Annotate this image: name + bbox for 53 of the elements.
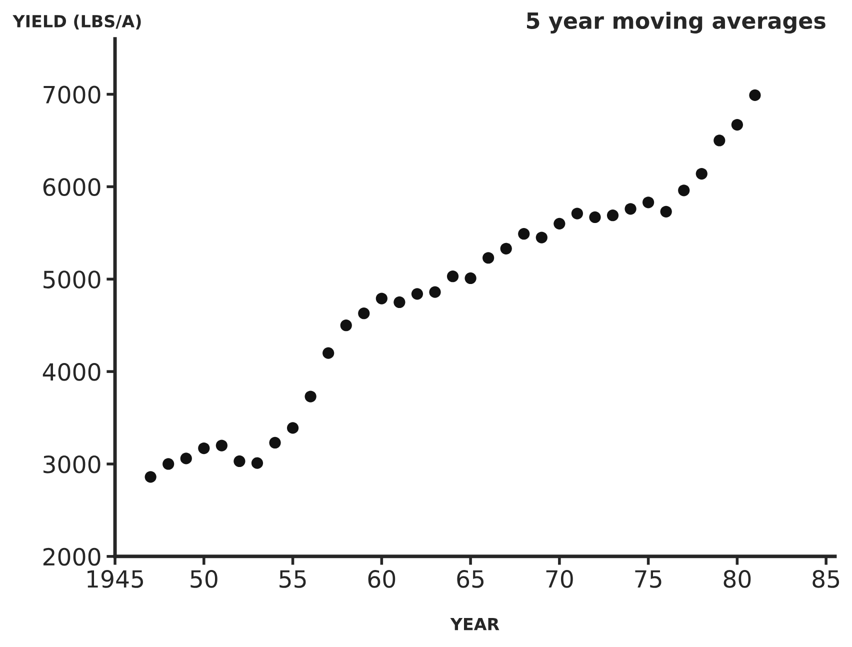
point [144, 471, 156, 483]
point [731, 118, 743, 131]
point [162, 458, 174, 470]
point [554, 218, 566, 230]
point [642, 196, 654, 208]
point [251, 457, 264, 469]
point [606, 210, 619, 222]
point [180, 452, 192, 464]
point [536, 232, 548, 244]
point [714, 134, 726, 146]
y-tick-label: 7000 [44, 86, 100, 104]
x-tick-label: 80 [724, 570, 751, 588]
point [411, 288, 424, 300]
point [322, 347, 334, 359]
point [660, 206, 672, 218]
x-tick-label: 60 [368, 570, 396, 588]
point [678, 184, 690, 196]
point [624, 203, 636, 215]
y-tick-label: 4000 [42, 363, 100, 381]
point [482, 252, 494, 264]
y-tick-label: 2000 [43, 548, 100, 566]
x-tick-label: 55 [280, 570, 306, 588]
y-tick-label: 5000 [44, 270, 100, 288]
x-tick-label: 70 [546, 570, 573, 588]
y-axis-title: YIELD (LBS/A) [12, 14, 141, 30]
point [464, 272, 476, 284]
x-tick-label: 65 [457, 570, 484, 588]
point [500, 242, 512, 254]
point [749, 89, 761, 102]
point [234, 455, 246, 468]
point [571, 208, 584, 220]
point [376, 292, 388, 304]
x-axis-title: YEAR [450, 618, 500, 630]
point [589, 211, 601, 224]
x-tick-label: 50 [190, 570, 218, 588]
x-tick-label: 1945 [88, 570, 143, 588]
y-tick-label: 6000 [43, 178, 100, 196]
point [269, 436, 281, 449]
point [286, 422, 299, 434]
point [394, 296, 406, 308]
point [446, 270, 459, 282]
point [358, 308, 370, 320]
point [429, 286, 441, 298]
chart-title: 5 year moving averages [527, 12, 826, 34]
point [518, 228, 530, 240]
point [696, 168, 708, 180]
x-tick-label: 75 [635, 570, 662, 588]
x-tick-label: 85 [812, 570, 840, 588]
point [216, 440, 228, 452]
point [340, 320, 352, 332]
point [304, 390, 316, 402]
point [198, 442, 210, 454]
y-tick-label: 3000 [44, 455, 100, 474]
